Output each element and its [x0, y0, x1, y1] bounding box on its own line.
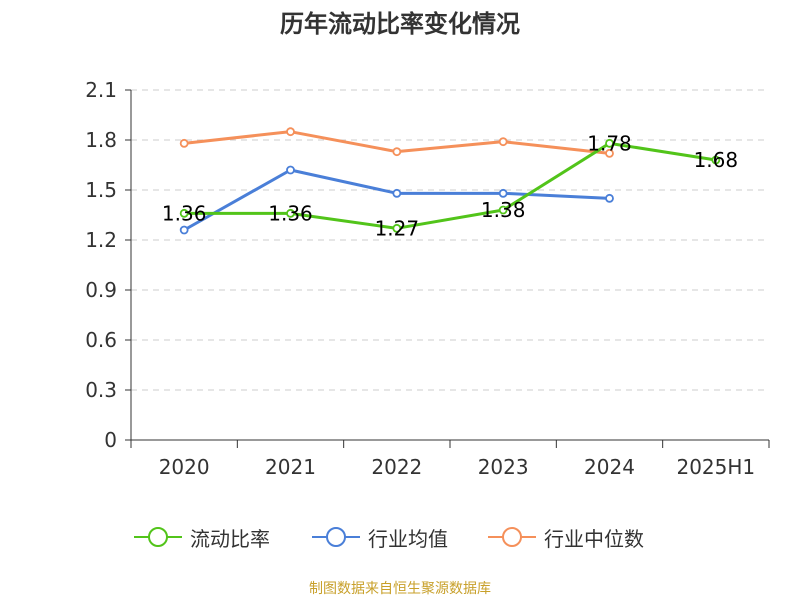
x-tick-label: 2024 — [584, 455, 635, 479]
x-tick-label: 2023 — [478, 455, 529, 479]
x-tick-label: 2020 — [159, 455, 210, 479]
chart-legend: 流动比率 行业均值 行业中位数 — [0, 520, 800, 554]
y-tick-label: 0 — [104, 428, 117, 452]
data-label: 1.27 — [375, 216, 420, 240]
data-label: 1.38 — [481, 198, 526, 222]
data-point — [605, 193, 614, 203]
x-tick-label: 2021 — [265, 455, 316, 479]
legend-line-icon — [312, 527, 360, 547]
data-label: 1.68 — [694, 148, 739, 172]
legend-item[interactable]: 行业均值 — [312, 520, 448, 554]
data-label: 1.36 — [162, 201, 207, 225]
data-point — [498, 137, 508, 147]
legend-item[interactable]: 行业中位数 — [488, 520, 644, 554]
data-point — [179, 138, 189, 148]
legend-line-icon — [488, 527, 536, 547]
y-tick-label: 0.3 — [85, 378, 117, 402]
legend-line-icon — [134, 527, 182, 547]
source-note: 制图数据来自恒生聚源数据库 — [309, 581, 491, 597]
data-point — [179, 208, 189, 218]
y-tick-label: 0.6 — [85, 328, 117, 352]
data-label: 1.36 — [268, 201, 313, 225]
legend-item[interactable]: 流动比率 — [134, 520, 270, 554]
data-point — [392, 223, 402, 233]
legend-label: 行业中位数 — [544, 526, 644, 551]
data-point — [605, 148, 614, 158]
data-point — [711, 155, 721, 165]
x-tick-label: 2022 — [371, 455, 422, 479]
data-point — [286, 127, 295, 137]
y-tick-label: 0.9 — [85, 278, 117, 302]
data-point — [392, 188, 402, 198]
data-point — [498, 205, 508, 215]
y-tick-label: 1.5 — [85, 178, 117, 202]
series-line — [184, 141, 717, 230]
data-point — [498, 188, 508, 198]
y-tick-label: 2.1 — [85, 78, 117, 102]
data-point — [392, 147, 402, 157]
y-tick-label: 1.8 — [85, 128, 117, 152]
x-tick-label: 2025H1 — [676, 455, 755, 479]
chart-title: 历年流动比率变化情况 — [280, 10, 520, 38]
legend-label: 行业均值 — [368, 526, 448, 551]
data-point — [286, 165, 295, 175]
data-point — [179, 225, 189, 235]
data-point — [605, 138, 614, 148]
data-label: 1.78 — [587, 131, 632, 155]
data-point — [286, 208, 295, 218]
line-chart: 0 0.3 0.6 0.9 1.2 1.5 1.8 2.1 2020 2021 2022 2023 20… — [85, 78, 770, 479]
legend-label: 流动比率 — [190, 526, 270, 551]
y-tick-label: 1.2 — [85, 228, 117, 252]
